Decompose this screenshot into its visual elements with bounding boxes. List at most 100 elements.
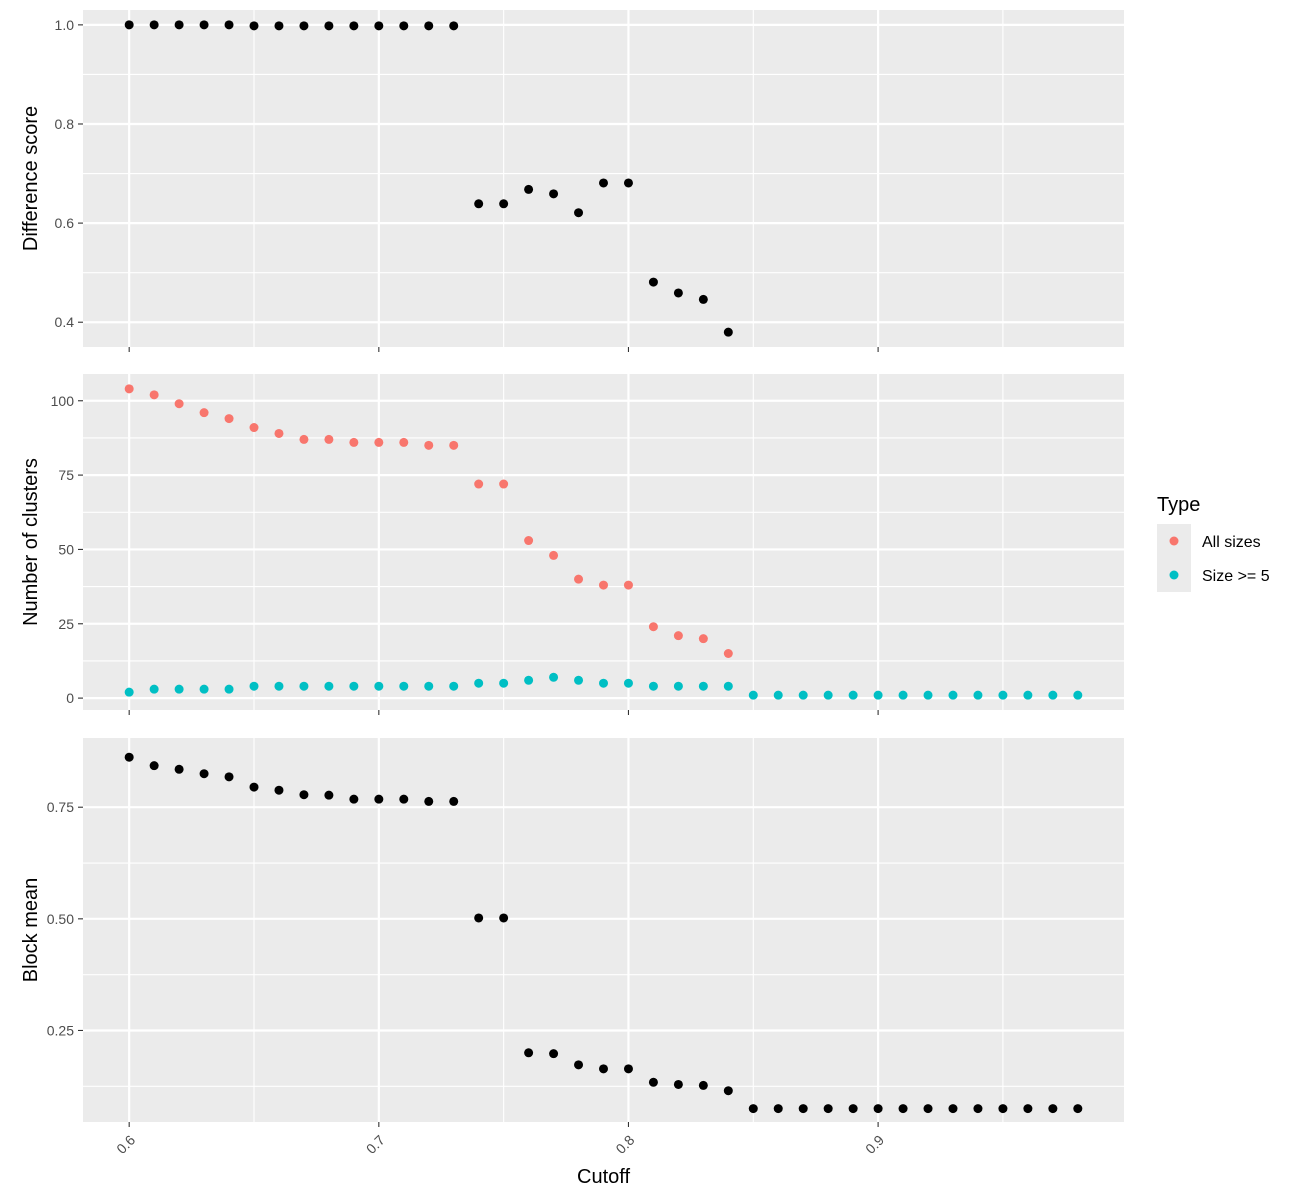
data-point (249, 782, 259, 792)
data-point (174, 684, 184, 694)
data-point (149, 20, 159, 30)
data-point (873, 1104, 883, 1114)
y-tick-label: 0 (66, 690, 74, 706)
data-point (723, 649, 733, 659)
data-point (574, 208, 584, 218)
data-point (499, 678, 509, 688)
data-point (324, 434, 334, 444)
legend-label-all-sizes: All sizes (1202, 534, 1261, 551)
panel-background (83, 738, 1124, 1122)
data-point (474, 913, 484, 923)
data-point (349, 21, 359, 31)
data-point (124, 20, 134, 30)
data-point (1073, 690, 1083, 700)
data-point (599, 580, 608, 590)
legend-key-size-ge-5 (1169, 570, 1179, 580)
data-point (648, 622, 658, 632)
data-point (1048, 690, 1058, 700)
data-point (224, 20, 234, 30)
data-point (798, 690, 808, 700)
data-point (1073, 1104, 1083, 1114)
panel-3: 0.25 0.50 0.75 0.6 0.7 0.8 0.9 Cutoff Block mean (20, 738, 1124, 1188)
legend: Type All sizes Size >= 5 (1157, 494, 1270, 592)
data-point (723, 327, 733, 337)
data-point (374, 681, 384, 691)
data-point (499, 479, 509, 489)
data-point (174, 764, 184, 774)
y-axis-title: Number of clusters (20, 458, 42, 626)
data-point (499, 913, 509, 923)
y-tick-label: 0.25 (47, 1022, 74, 1038)
data-point (349, 681, 359, 691)
data-point (524, 675, 534, 685)
data-point (349, 437, 359, 447)
x-tick-label: 0.6 (113, 1132, 138, 1157)
data-point (374, 794, 384, 804)
data-point (549, 189, 559, 199)
data-point (948, 1104, 958, 1114)
data-point (274, 21, 284, 31)
data-point (399, 681, 409, 691)
data-point (374, 437, 384, 447)
data-point (424, 681, 434, 691)
data-point (299, 790, 309, 800)
data-point (299, 434, 309, 444)
data-point (1023, 690, 1033, 700)
data-point (524, 184, 534, 194)
data-point (399, 21, 409, 31)
panels: 0.4 0.6 0.8 1.0 Difference score 0 25 50 75 100 Nu… (20, 10, 1124, 1188)
data-point (249, 423, 259, 433)
data-point (599, 1064, 608, 1074)
data-point (973, 1104, 983, 1114)
panel-2: 0 25 50 75 100 Number of clusters (20, 374, 1124, 715)
legend-key-all-sizes (1169, 536, 1179, 546)
data-point (424, 21, 434, 31)
data-point (898, 1104, 908, 1114)
data-point (698, 294, 708, 304)
data-point (124, 752, 134, 762)
y-tick-label: 0.8 (55, 116, 75, 132)
data-point (199, 684, 209, 694)
data-point (599, 678, 608, 688)
data-point (1048, 1104, 1058, 1114)
y-tick-label: 0.4 (55, 314, 75, 330)
data-point (549, 1049, 559, 1059)
x-tick-label: 0.8 (612, 1132, 637, 1157)
data-point (399, 437, 409, 447)
data-point (798, 1104, 808, 1114)
data-point (648, 681, 658, 691)
data-point (274, 428, 284, 438)
data-point (399, 794, 409, 804)
data-point (524, 1048, 534, 1058)
x-tick-label: 0.7 (363, 1132, 388, 1157)
panel-1: 0.4 0.6 0.8 1.0 Difference score (20, 10, 1124, 352)
data-point (199, 769, 209, 779)
data-point (149, 684, 159, 694)
y-tick-label: 50 (58, 541, 74, 557)
data-point (773, 690, 783, 700)
data-point (324, 790, 334, 800)
data-point (773, 1104, 783, 1114)
data-point (1023, 1104, 1033, 1114)
y-axis-title: Difference score (20, 106, 42, 251)
data-point (848, 1104, 858, 1114)
data-point (823, 1104, 833, 1114)
data-point (723, 1086, 733, 1096)
y-tick-label: 75 (58, 467, 74, 483)
data-point (723, 681, 733, 691)
series-1 (124, 20, 733, 337)
data-point (623, 678, 633, 688)
series-1 (124, 752, 1083, 1114)
data-point (224, 772, 234, 782)
data-point (424, 796, 434, 806)
series-size-5 (124, 672, 1083, 700)
y-tick-label: 0.75 (47, 799, 74, 815)
data-point (349, 794, 359, 804)
data-point (948, 690, 958, 700)
data-point (124, 384, 134, 394)
y-tick-label: 0.6 (55, 215, 75, 231)
data-point (199, 408, 209, 418)
data-point (324, 21, 334, 31)
data-point (673, 288, 683, 298)
data-point (274, 681, 284, 691)
